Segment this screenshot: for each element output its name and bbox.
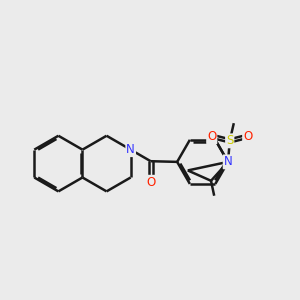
Text: O: O (243, 130, 252, 143)
Text: O: O (207, 130, 216, 143)
Text: O: O (146, 176, 155, 189)
Text: N: N (126, 143, 135, 156)
Text: N: N (224, 155, 233, 168)
Text: S: S (226, 134, 233, 147)
